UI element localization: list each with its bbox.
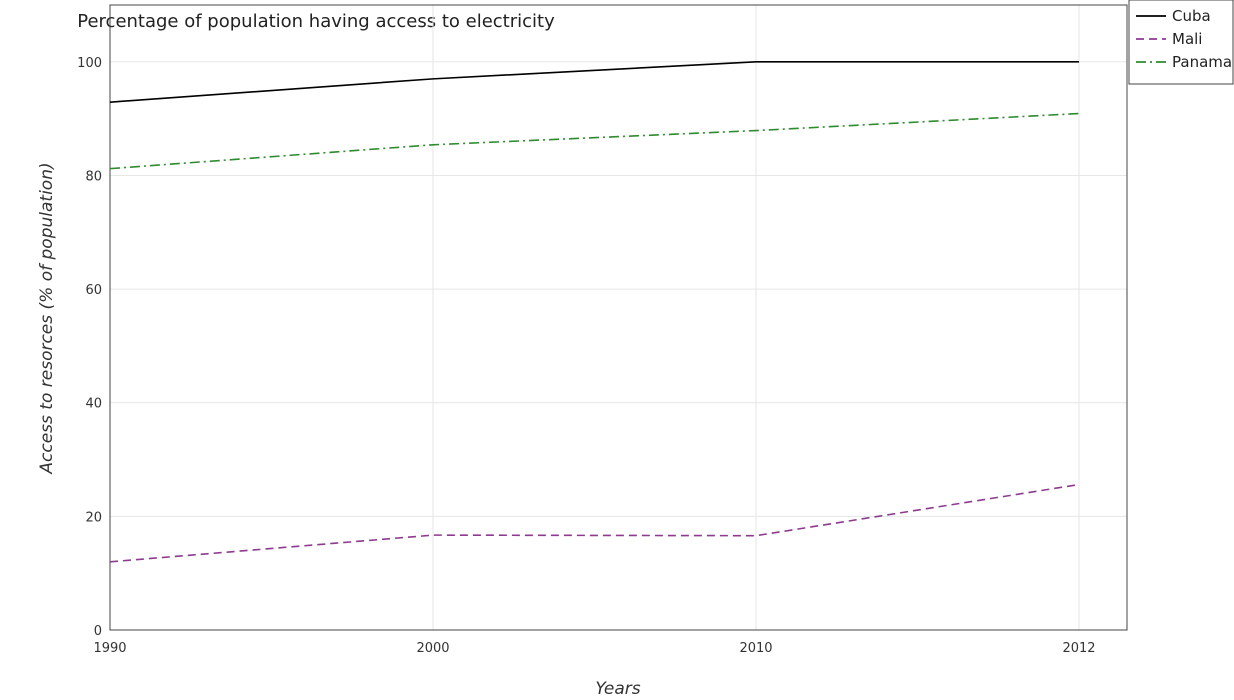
y-tick-label: 80: [85, 169, 102, 184]
x-tick-label: 2012: [1062, 641, 1095, 656]
legend-label-panama: Panama: [1172, 53, 1232, 71]
series-lines: [109, 61, 1080, 563]
legend-box: [1128, 0, 1234, 85]
series-line-panama: [109, 112, 1080, 170]
x-tick-label: 2010: [739, 641, 772, 656]
series-line-mali: [109, 483, 1080, 563]
y-tick-label: 0: [94, 624, 102, 639]
y-tick-label: 20: [85, 510, 102, 525]
legend: Cuba Mali Panama: [1128, 0, 1234, 85]
chart-title: Percentage of population having access t…: [77, 11, 555, 32]
series-line-cuba: [109, 61, 1079, 103]
y-tick-label: 60: [85, 283, 102, 298]
y-tick-label: 40: [85, 397, 102, 412]
x-tick-labels: 1990 2000 2010 2012: [93, 641, 1095, 656]
y-tick-labels: 0 20 40 60 80 100: [77, 56, 102, 639]
x-axis-label: Years: [595, 679, 640, 699]
y-tick-label: 100: [77, 56, 102, 71]
y-axis-label: Access to resorces (% of population): [37, 162, 57, 474]
x-tick-label: 2000: [416, 641, 449, 656]
legend-label-mali: Mali: [1172, 30, 1202, 48]
legend-label-cuba: Cuba: [1172, 7, 1211, 25]
plot-area: [109, 4, 1128, 631]
x-tick-label: 1990: [93, 641, 126, 656]
grid-lines: [109, 5, 1127, 631]
